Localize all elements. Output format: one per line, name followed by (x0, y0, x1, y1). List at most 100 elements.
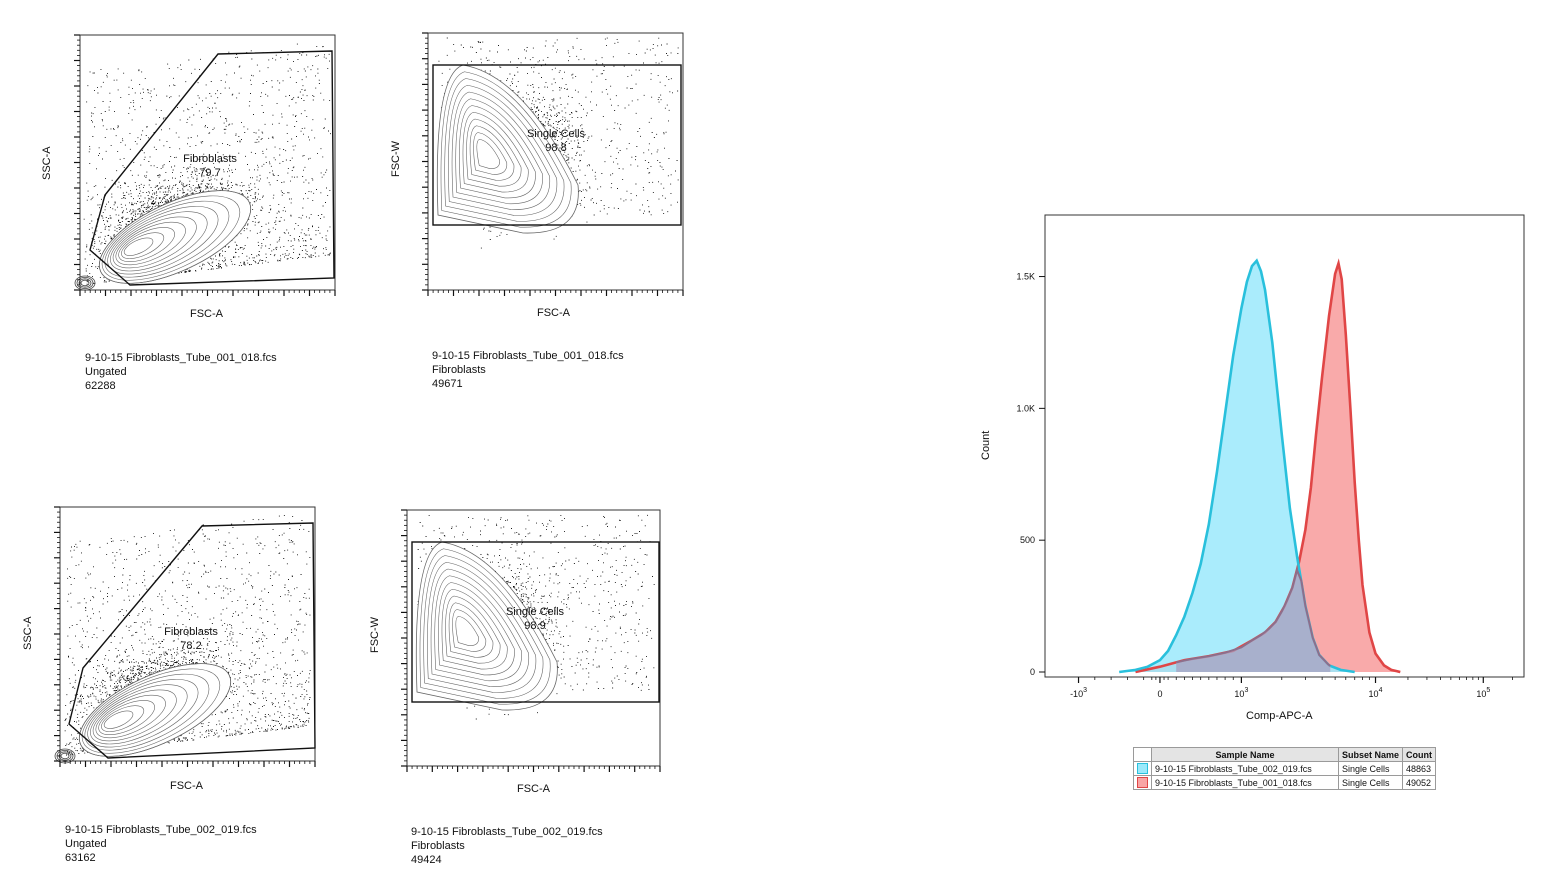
x-axis-title: Comp-APC-A (1246, 710, 1313, 722)
x-axis-title: FSC-A (170, 780, 203, 792)
sample-file: 9-10-15 Fibroblasts_Tube_002_019.fcs (65, 824, 257, 836)
contour-line (60, 752, 70, 760)
gate-name-label: Single Cells (506, 606, 565, 618)
y-axis-title: SSC-A (41, 146, 53, 180)
legend-count: 49052 (1402, 775, 1437, 791)
legend-swatch-cell (1133, 775, 1152, 791)
contour-line (104, 200, 230, 278)
x-tick-exponent: 4 (1379, 687, 1383, 694)
contour-line (81, 668, 221, 754)
contour-line (118, 227, 175, 263)
contour-line (441, 588, 508, 670)
contour-line (448, 602, 494, 658)
contour-line (452, 609, 487, 652)
contour-line (466, 118, 522, 187)
y-axis-title: FSC-W (369, 616, 381, 653)
contour-line (419, 548, 551, 705)
legend-swatch-cell (1133, 760, 1152, 777)
gate-percent-label: 98.9 (524, 620, 545, 632)
y-axis-title: SSC-A (22, 616, 34, 650)
gate-name-label: Fibroblasts (183, 153, 237, 165)
legend-swatch (1137, 777, 1148, 789)
gate-polygon (68, 522, 316, 759)
legend-sample-name: 9-10-15 Fibroblasts_Tube_002_019.fcs (1151, 760, 1339, 777)
gate-rectangle (432, 64, 682, 226)
contour-line (95, 694, 166, 739)
legend-count: 48863 (1402, 760, 1437, 777)
sample-caption: 9-10-15 Fibroblasts_Tube_002_019.fcs Ung… (65, 823, 257, 865)
sample-file: 9-10-15 Fibroblasts_Tube_001_018.fcs (432, 350, 624, 362)
histogram-fill-series-1 (1135, 263, 1401, 672)
x-tick-exponent: 5 (1486, 687, 1490, 694)
contour-line (123, 237, 154, 256)
contour-line (87, 679, 199, 748)
contour-line (473, 132, 508, 175)
contour-line (110, 211, 208, 272)
legend-row: 9-10-15 Fibroblasts_Tube_001_018.fcs Sin… (1133, 775, 1437, 791)
gate-percent-label: 78.2 (180, 640, 201, 652)
gate-rectangle (411, 541, 660, 703)
y-tick-label: 0 (1030, 667, 1035, 677)
y-tick-label: 500 (1020, 535, 1035, 545)
y-axis-title: FSC-W (390, 140, 402, 177)
sample-population: Fibroblasts (432, 364, 486, 376)
contour-line (101, 195, 241, 281)
contour-outer (415, 541, 558, 711)
sample-events: 62288 (85, 380, 116, 392)
legend-header-sample: Sample Name (1151, 747, 1339, 762)
dot-plot-3: Fibroblasts 78.2 FSC-A SSC-A 9-10-15 Fibr… (20, 498, 340, 878)
gate-percent-label: 98.8 (545, 142, 566, 154)
x-axis-title: FSC-A (537, 307, 570, 319)
contour-line (438, 582, 515, 676)
contour-line (78, 278, 92, 288)
contour-line (448, 84, 558, 216)
axis-ticks (422, 32, 684, 296)
x-tick-base: 10 (1369, 689, 1379, 699)
sample-events: 49671 (432, 378, 463, 390)
sample-events: 63162 (65, 852, 96, 864)
sample-caption: 9-10-15 Fibroblasts_Tube_002_019.fcs Fib… (411, 825, 603, 867)
contour-line (74, 275, 96, 291)
density-contours (436, 64, 579, 234)
dot-plot-2: Single Cells 98.8 FSC-A FSC-W 9-10-15 Fib… (385, 25, 705, 400)
legend-swatch (1137, 763, 1148, 775)
contour-line (92, 689, 177, 742)
x-axis-title: FSC-A (190, 308, 223, 320)
legend-row: 9-10-15 Fibroblasts_Tube_002_019.fcs Sin… (1133, 760, 1437, 777)
dot-plot-4: Single Cells 98.9 FSC-A FSC-W 9-10-15 Fib… (364, 500, 684, 880)
x-tick-base: -10 (1070, 689, 1083, 699)
contour-line (423, 555, 544, 699)
contour-line (101, 705, 145, 732)
x-tick-label: 103 (1234, 687, 1248, 699)
x-tick-exponent: 3 (1244, 687, 1248, 694)
gate-percent-label: 79.7 (199, 167, 220, 179)
legend-sample-name: 9-10-15 Fibroblasts_Tube_001_018.fcs (1151, 775, 1339, 791)
legend-swatch-header (1133, 747, 1152, 762)
dot-plot-4-svg: Single Cells 98.9 (401, 509, 661, 772)
x-axis-title: FSC-A (517, 783, 550, 795)
contour-line (451, 91, 551, 210)
histogram-overlap-line (1175, 566, 1331, 667)
density-contours (54, 663, 232, 764)
contour-line (121, 232, 165, 259)
histogram-overlap (1176, 570, 1331, 672)
contour-line (76, 276, 94, 289)
legend-header-row: Sample Name Subset Name Count (1133, 747, 1437, 762)
sample-events: 49424 (411, 854, 442, 866)
legend-header-subset: Subset Name (1337, 747, 1404, 762)
contour-line (115, 221, 186, 266)
sample-population: Ungated (85, 366, 127, 378)
contour-line (434, 575, 522, 682)
density-contours (415, 541, 558, 711)
contour-line (427, 561, 537, 693)
contour-line (90, 684, 188, 745)
x-tick-base: 10 (1234, 689, 1244, 699)
x-tick-exponent: 3 (1083, 687, 1087, 694)
y-tick-label: 1.0K (1016, 403, 1035, 413)
contour-line (80, 279, 90, 287)
legend-header-count: Count (1402, 747, 1437, 762)
sample-population: Ungated (65, 838, 107, 850)
contour-line (469, 125, 515, 181)
dot-plot-1: Fibroblasts 79.7 FSC-A SSC-A 9-10-15 Fibr… (40, 25, 360, 400)
